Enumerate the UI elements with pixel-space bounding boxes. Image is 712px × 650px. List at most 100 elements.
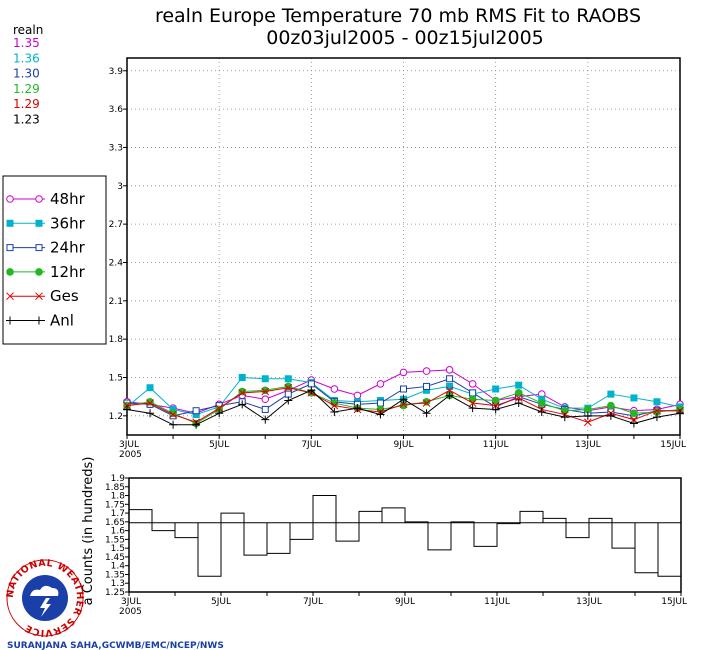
- stat-value-5: 1.23: [13, 113, 40, 127]
- x-year-label: 2005: [119, 450, 142, 460]
- point-Ges-6: [261, 387, 270, 396]
- count-y-tick-label-4: 1.45: [105, 553, 125, 563]
- legend-marker-right-12hr: [35, 268, 43, 276]
- count-y-tick-label-10: 1.75: [105, 500, 125, 510]
- point-Anl-24: [676, 409, 684, 418]
- count-bar-16: [496, 522, 521, 525]
- point-12hr-6: [261, 386, 270, 395]
- point-36hr-22: [630, 394, 638, 402]
- stat-value-0: 1.35: [13, 36, 40, 50]
- stat-value-1: 1.36: [13, 51, 40, 65]
- cloud-icon: [30, 585, 59, 596]
- point-Anl-6: [261, 415, 270, 424]
- legend-label-36hr: 36hr: [50, 214, 86, 232]
- legend-marker-left-Anl: [6, 316, 14, 325]
- count-bar-9: [335, 522, 360, 542]
- y-tick-label-6: 3: [117, 182, 123, 192]
- point-24hr-15: [469, 389, 477, 397]
- point-Ges-9: [330, 401, 339, 410]
- point-24hr-13: [423, 382, 431, 390]
- point-12hr-16: [491, 396, 500, 405]
- y-tick-label-1: 1.5: [109, 373, 123, 383]
- count-y-tick-label-1: 1.3: [111, 579, 125, 589]
- point-Ges-13: [422, 399, 431, 407]
- point-Anl-8: [307, 386, 316, 395]
- point-Anl-11: [376, 410, 385, 419]
- point-Anl-7: [284, 396, 293, 405]
- point-24hr-6: [261, 405, 269, 413]
- stats-panel: realn 1.351.361.301.291.291.23: [13, 23, 43, 127]
- count-y-tick-label-7: 1.6: [111, 527, 126, 537]
- x-tick-label-5: 13JUL: [575, 440, 601, 450]
- point-12hr-21: [607, 401, 615, 410]
- point-Anl-20: [583, 411, 592, 420]
- nws-logo: NATIONAL WEATHER SERVICE: [5, 558, 85, 638]
- point-Ges-15: [468, 399, 477, 407]
- count-plot: 1.251.31.351.41.451.51.551.61.651.71.751…: [81, 457, 687, 617]
- stat-value-3: 1.29: [13, 82, 40, 96]
- y-tick-label-5: 2.7: [109, 220, 123, 230]
- point-Anl-15: [468, 404, 477, 413]
- legend-marker-right-36hr: [35, 219, 43, 227]
- count-bar-0: [128, 509, 153, 523]
- point-48hr-14: [445, 366, 454, 374]
- point-12hr-18: [537, 399, 546, 407]
- point-36hr-3: [192, 411, 200, 419]
- point-Ges-5: [238, 388, 247, 397]
- point-Anl-4: [215, 409, 224, 418]
- point-Anl-3: [192, 420, 201, 429]
- point-36hr-13: [423, 386, 431, 394]
- point-Anl-9: [330, 407, 339, 416]
- legend-label-48hr: 48hr: [50, 190, 86, 208]
- point-Anl-17: [514, 399, 523, 408]
- point-Anl-22: [629, 419, 638, 428]
- point-12hr-5: [238, 387, 247, 396]
- point-Anl-21: [606, 411, 615, 420]
- count-bar-13: [427, 522, 452, 551]
- point-48hr-15: [468, 380, 477, 388]
- point-36hr-16: [492, 385, 500, 393]
- point-48hr-12: [399, 368, 408, 377]
- count-bar-8: [312, 495, 337, 523]
- count-x-tick-label-1: 5JUL: [211, 597, 231, 607]
- count-bar-20: [588, 517, 613, 523]
- point-Anl-13: [422, 409, 431, 418]
- y-tick-label-0: 1.2: [109, 412, 123, 422]
- count-y-axis-label: a Counts (in hundreds): [81, 457, 96, 606]
- point-36hr-23: [653, 398, 661, 406]
- point-24hr-8: [307, 380, 315, 388]
- y-tick-label-2: 1.8: [109, 335, 124, 345]
- point-Ges-2: [169, 410, 177, 419]
- point-24hr-7: [284, 390, 292, 398]
- point-Anl-18: [537, 407, 546, 416]
- point-Ges-14: [445, 386, 454, 395]
- point-Ges-4: [215, 404, 224, 413]
- point-Ges-1: [146, 399, 154, 407]
- count-y-tick-label-0: 1.25: [105, 588, 125, 598]
- x-tick-label-0: 3JUL: [119, 440, 139, 450]
- legend-marker-left-48hr: [6, 195, 14, 203]
- count-y-tick-label-6: 1.55: [105, 535, 125, 545]
- count-y-tick-label-13: 1.9: [111, 474, 126, 484]
- legend-marker-right-Anl: [35, 316, 43, 325]
- legend-label-Anl: Anl: [50, 312, 74, 330]
- count-bar-7: [289, 522, 314, 540]
- point-48hr-10: [353, 391, 362, 400]
- count-x-tick-label-2: 7JUL: [303, 597, 323, 607]
- point-12hr-22: [630, 409, 638, 418]
- point-12hr-23: [653, 408, 661, 416]
- point-Anl-10: [353, 404, 362, 413]
- point-Ges-17: [514, 394, 523, 402]
- legend-marker-right-Ges: [35, 292, 43, 301]
- x-tick-label-6: 15JUL: [660, 440, 686, 450]
- chart-title: realn Europe Temperature 70 mb RMS Fit t…: [155, 5, 641, 27]
- point-Ges-12: [399, 400, 408, 409]
- y-tick-label-8: 3.6: [109, 105, 124, 115]
- count-bar-19: [565, 522, 590, 539]
- point-36hr-6: [261, 375, 269, 383]
- point-24hr-3: [192, 407, 200, 415]
- point-12hr-12: [399, 401, 408, 410]
- y-tick-label-9: 3.9: [109, 67, 124, 77]
